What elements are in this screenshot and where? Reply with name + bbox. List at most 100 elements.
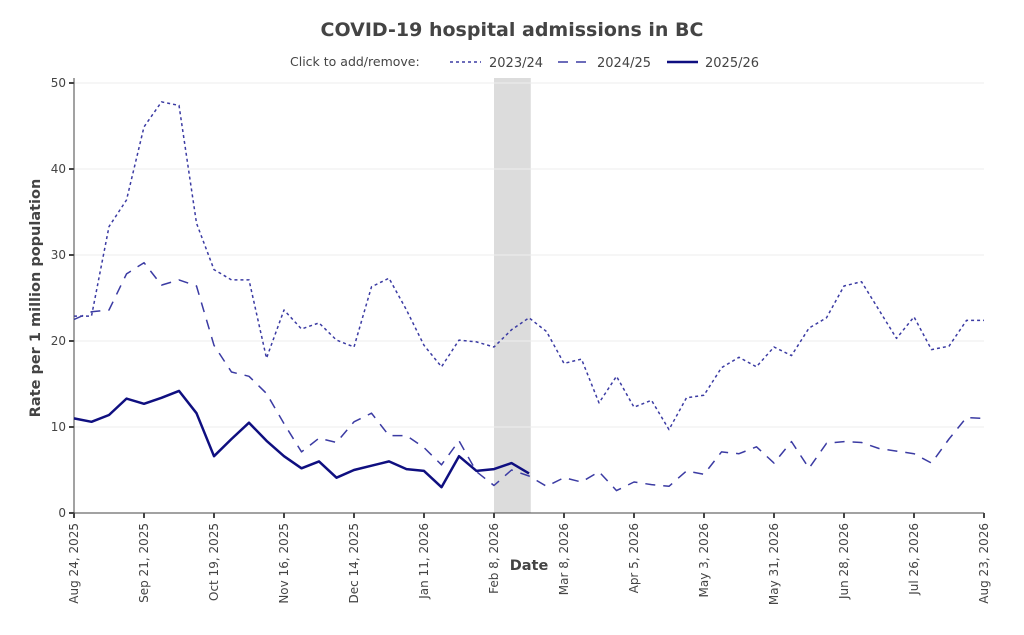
data-point[interactable] bbox=[614, 488, 620, 494]
series-line-2023-24[interactable] bbox=[74, 101, 984, 431]
data-point[interactable] bbox=[456, 453, 462, 459]
data-point[interactable] bbox=[509, 467, 515, 473]
data-point[interactable] bbox=[474, 468, 480, 474]
data-point[interactable] bbox=[334, 475, 340, 481]
data-point[interactable] bbox=[404, 307, 410, 313]
data-point[interactable] bbox=[929, 460, 935, 466]
data-point[interactable] bbox=[229, 277, 235, 283]
data-point[interactable] bbox=[229, 436, 235, 442]
data-point[interactable] bbox=[281, 421, 287, 427]
data-point[interactable] bbox=[841, 439, 847, 445]
legend-item-2025-26[interactable]: 2025/26 bbox=[667, 56, 759, 71]
data-point[interactable] bbox=[351, 467, 357, 473]
data-point[interactable] bbox=[789, 353, 795, 359]
data-point[interactable] bbox=[299, 465, 305, 471]
data-point[interactable] bbox=[876, 446, 882, 452]
data-point[interactable] bbox=[789, 439, 795, 445]
data-point[interactable] bbox=[176, 388, 182, 394]
data-point[interactable] bbox=[719, 365, 725, 371]
data-point[interactable] bbox=[106, 412, 112, 418]
data-point[interactable] bbox=[631, 479, 637, 485]
data-point[interactable] bbox=[124, 396, 130, 402]
data-point[interactable] bbox=[351, 344, 357, 350]
data-point[interactable] bbox=[386, 433, 392, 439]
data-point[interactable] bbox=[89, 419, 95, 425]
data-point[interactable] bbox=[701, 471, 707, 477]
data-point[interactable] bbox=[194, 283, 200, 289]
data-point[interactable] bbox=[229, 369, 235, 375]
data-point[interactable] bbox=[176, 277, 182, 283]
data-point[interactable] bbox=[369, 463, 375, 469]
data-point[interactable] bbox=[981, 317, 987, 323]
data-point[interactable] bbox=[561, 360, 567, 366]
data-point[interactable] bbox=[281, 307, 287, 313]
data-point[interactable] bbox=[421, 445, 427, 451]
data-point[interactable] bbox=[824, 440, 830, 446]
data-point[interactable] bbox=[281, 453, 287, 459]
data-point[interactable] bbox=[334, 337, 340, 343]
series-line-2024-25[interactable] bbox=[73, 261, 985, 492]
data-point[interactable] bbox=[299, 326, 305, 332]
data-point[interactable] bbox=[666, 427, 672, 433]
data-point[interactable] bbox=[89, 309, 95, 315]
data-point[interactable] bbox=[614, 373, 620, 379]
data-point[interactable] bbox=[439, 484, 445, 490]
data-point[interactable] bbox=[246, 373, 252, 379]
legend-label[interactable]: 2023/24 bbox=[489, 56, 543, 71]
data-point[interactable] bbox=[526, 315, 532, 321]
data-point[interactable] bbox=[754, 364, 760, 370]
data-point[interactable] bbox=[159, 395, 165, 401]
data-point[interactable] bbox=[544, 329, 550, 335]
data-point[interactable] bbox=[211, 267, 217, 273]
data-point[interactable] bbox=[246, 420, 252, 426]
data-point[interactable] bbox=[141, 124, 147, 130]
data-point[interactable] bbox=[264, 438, 270, 444]
data-point[interactable] bbox=[526, 470, 532, 476]
data-point[interactable] bbox=[509, 460, 515, 466]
data-point[interactable] bbox=[491, 482, 497, 488]
data-point[interactable] bbox=[421, 342, 427, 348]
data-point[interactable] bbox=[649, 482, 655, 488]
data-point[interactable] bbox=[631, 404, 637, 410]
data-point[interactable] bbox=[736, 354, 742, 360]
data-point[interactable] bbox=[596, 469, 602, 475]
data-point[interactable] bbox=[859, 439, 865, 445]
data-point[interactable] bbox=[561, 475, 567, 481]
data-point[interactable] bbox=[456, 438, 462, 444]
data-point[interactable] bbox=[124, 271, 130, 277]
data-point[interactable] bbox=[386, 275, 392, 281]
data-point[interactable] bbox=[806, 325, 812, 331]
data-point[interactable] bbox=[964, 415, 970, 421]
data-point[interactable] bbox=[579, 479, 585, 485]
data-point[interactable] bbox=[666, 483, 672, 489]
data-point[interactable] bbox=[509, 327, 515, 333]
data-point[interactable] bbox=[841, 283, 847, 289]
data-point[interactable] bbox=[684, 468, 690, 474]
data-point[interactable] bbox=[981, 415, 987, 421]
data-point[interactable] bbox=[736, 451, 742, 457]
data-point[interactable] bbox=[771, 344, 777, 350]
data-point[interactable] bbox=[894, 335, 900, 341]
data-point[interactable] bbox=[71, 415, 77, 421]
data-point[interactable] bbox=[211, 342, 217, 348]
data-point[interactable] bbox=[351, 419, 357, 425]
data-point[interactable] bbox=[771, 460, 777, 466]
legend-item-2024-25[interactable]: 2024/25 bbox=[558, 56, 651, 71]
data-point[interactable] bbox=[264, 355, 270, 361]
series-line-2025-26[interactable] bbox=[73, 389, 530, 489]
data-point[interactable] bbox=[911, 314, 917, 320]
data-point[interactable] bbox=[754, 444, 760, 450]
data-point[interactable] bbox=[369, 410, 375, 416]
data-point[interactable] bbox=[474, 339, 480, 345]
data-point[interactable] bbox=[386, 458, 392, 464]
data-point[interactable] bbox=[316, 320, 322, 326]
data-point[interactable] bbox=[316, 435, 322, 441]
data-point[interactable] bbox=[334, 439, 340, 445]
data-point[interactable] bbox=[194, 220, 200, 226]
data-point[interactable] bbox=[946, 343, 952, 349]
data-point[interactable] bbox=[946, 436, 952, 442]
data-point[interactable] bbox=[824, 315, 830, 321]
data-point[interactable] bbox=[596, 400, 602, 406]
legend-label[interactable]: 2024/25 bbox=[597, 56, 651, 71]
data-point[interactable] bbox=[876, 307, 882, 313]
